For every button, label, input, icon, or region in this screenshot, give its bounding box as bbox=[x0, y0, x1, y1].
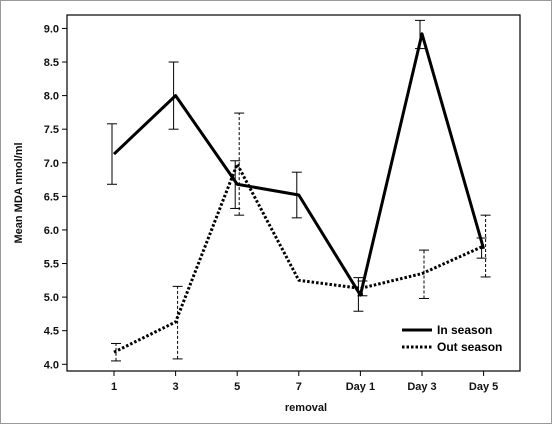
y-tick-label: 8.0 bbox=[44, 91, 59, 103]
legend: In season Out season bbox=[402, 323, 502, 354]
x-tick-label: Day 3 bbox=[407, 381, 436, 393]
series-line-out-season bbox=[113, 162, 485, 354]
y-tick-label: 7.0 bbox=[44, 158, 59, 170]
x-tick-label: 5 bbox=[234, 381, 240, 393]
x-tick-label: Day 1 bbox=[346, 381, 375, 393]
y-tick-label: 5.5 bbox=[44, 259, 59, 271]
x-axis-title: removal bbox=[285, 402, 327, 414]
plot-area bbox=[66, 14, 521, 372]
y-axis-ticks: 4.0 4.5 5.0 5.5 6.0 6.5 7.0 7.5 8.0 8.5 9.0 bbox=[44, 23, 67, 371]
y-tick-label: 7.5 bbox=[44, 124, 59, 136]
x-tick-label: 1 bbox=[111, 381, 117, 393]
y-axis-title: Mean MDA nmol/ml bbox=[13, 142, 25, 243]
x-tick-label: 7 bbox=[296, 381, 302, 393]
y-tick-label: 4.0 bbox=[44, 359, 59, 371]
x-tick-label: 3 bbox=[173, 381, 179, 393]
y-tick-label: 4.5 bbox=[44, 326, 59, 338]
x-tick-label: Day 5 bbox=[469, 381, 498, 393]
y-tick-label: 5.0 bbox=[44, 292, 59, 304]
y-tick-label: 6.0 bbox=[44, 225, 59, 237]
series-line-in-season bbox=[112, 32, 486, 297]
legend-label-out-season: Out season bbox=[437, 340, 502, 354]
y-tick-label: 9.0 bbox=[44, 23, 59, 35]
x-axis-ticks: 1 3 5 7 Day 1 Day 3 Day 5 bbox=[111, 371, 498, 393]
legend-label-in-season: In season bbox=[437, 323, 492, 337]
series-lines bbox=[112, 32, 486, 354]
y-tick-label: 8.5 bbox=[44, 57, 59, 69]
y-tick-label: 6.5 bbox=[44, 191, 59, 203]
